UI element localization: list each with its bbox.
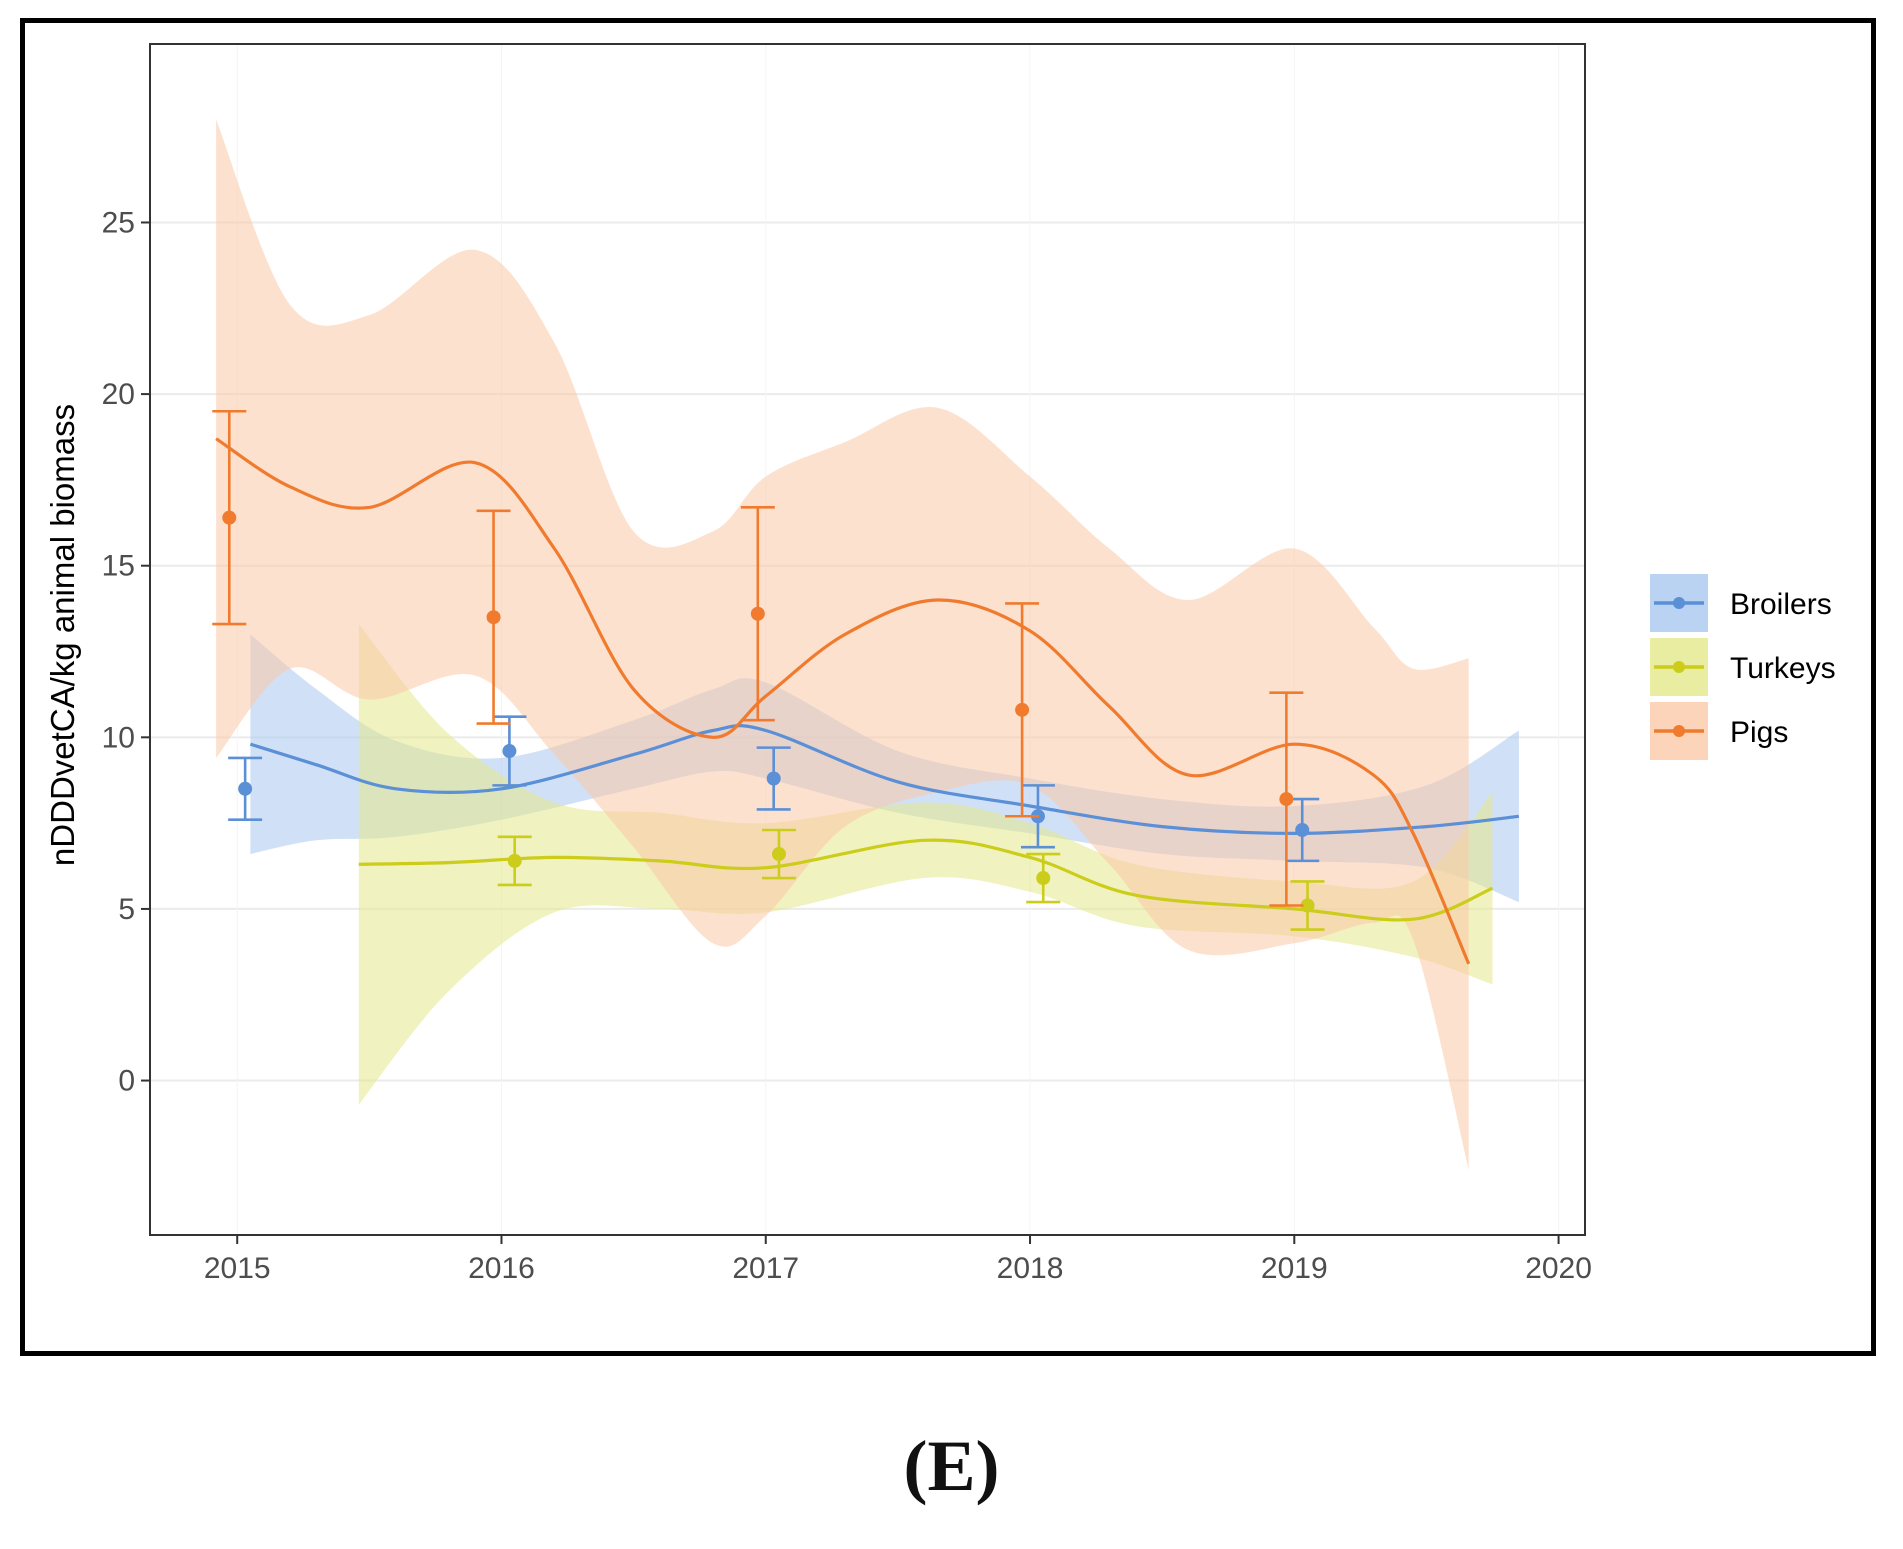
point-pigs-0 <box>212 409 247 626</box>
x-tick-label-2019: 2019 <box>1261 1252 1328 1285</box>
x-tick-label-2018: 2018 <box>997 1252 1064 1285</box>
figure-caption: (E) <box>903 1426 1000 1506</box>
point-broilers-3 <box>1020 784 1055 849</box>
legend: Broilers Turkeys Pigs <box>1650 574 1836 760</box>
legend-item-turkeys: Turkeys <box>1650 638 1836 696</box>
legend-key-point <box>1673 661 1685 673</box>
y-axis-title: nDDDvetCA/kg animal biomass <box>44 404 81 866</box>
point-turkeys-3 <box>1290 880 1325 931</box>
point-broilers-0 <box>228 756 263 821</box>
y-tick-label-5: 5 <box>118 893 135 926</box>
line-turkeys <box>358 838 1494 922</box>
point-turkeys-1 <box>761 828 796 880</box>
point-turkeys-2 <box>1026 852 1061 904</box>
point-pigs-2 <box>740 506 775 722</box>
x-tick-label-2017: 2017 <box>732 1252 799 1285</box>
axes: 0 5 10 15 20 25 2015 2016 2017 2018 2019 2020 <box>102 206 1592 1285</box>
x-tick-label-2016: 2016 <box>468 1252 535 1285</box>
point-marker <box>507 853 522 868</box>
legend-key-point <box>1673 597 1685 609</box>
x-tick-label-2020: 2020 <box>1525 1252 1592 1285</box>
y-tick-label-10: 10 <box>102 721 135 754</box>
point-pigs-3 <box>1005 602 1040 818</box>
ribbon-turkeys <box>358 624 1493 1105</box>
confidence-ribbons <box>216 119 1519 1170</box>
legend-key-point <box>1673 725 1685 737</box>
y-tick-label-20: 20 <box>102 378 135 411</box>
point-marker <box>766 771 781 786</box>
point-marker <box>771 847 786 862</box>
point-marker <box>238 781 253 796</box>
smooth-lines <box>215 437 1520 965</box>
point-turkeys-0 <box>497 835 532 887</box>
legend-label: Broilers <box>1730 588 1832 621</box>
data-points <box>212 409 1325 931</box>
ribbon-pigs <box>216 119 1469 1170</box>
point-marker <box>1279 792 1294 807</box>
legend-label: Turkeys <box>1730 652 1836 685</box>
legend-item-broilers: Broilers <box>1650 574 1832 632</box>
point-broilers-2 <box>756 746 791 811</box>
point-pigs-1 <box>476 509 511 725</box>
legend-item-pigs: Pigs <box>1650 702 1788 760</box>
point-marker <box>1036 871 1051 886</box>
y-tick-label-25: 25 <box>102 206 135 239</box>
x-tick-label-2015: 2015 <box>204 1252 271 1285</box>
point-marker <box>750 606 765 621</box>
y-tick-label-15: 15 <box>102 550 135 583</box>
point-marker <box>1015 702 1030 717</box>
point-broilers-1 <box>492 715 527 787</box>
line-broilers <box>249 724 1520 836</box>
point-marker <box>486 610 501 625</box>
legend-label: Pigs <box>1730 716 1788 749</box>
point-marker <box>222 510 237 525</box>
y-tick-label-0: 0 <box>118 1065 135 1098</box>
chart: 0 5 10 15 20 25 2015 2016 2017 2018 2019 2020 nDDDv… <box>44 43 1836 1285</box>
plot-panel <box>149 43 1586 1236</box>
point-marker <box>1300 898 1315 913</box>
point-marker <box>1295 822 1310 837</box>
line-pigs <box>215 437 1471 965</box>
point-pigs-4 <box>1269 691 1304 907</box>
point-marker <box>502 744 517 759</box>
